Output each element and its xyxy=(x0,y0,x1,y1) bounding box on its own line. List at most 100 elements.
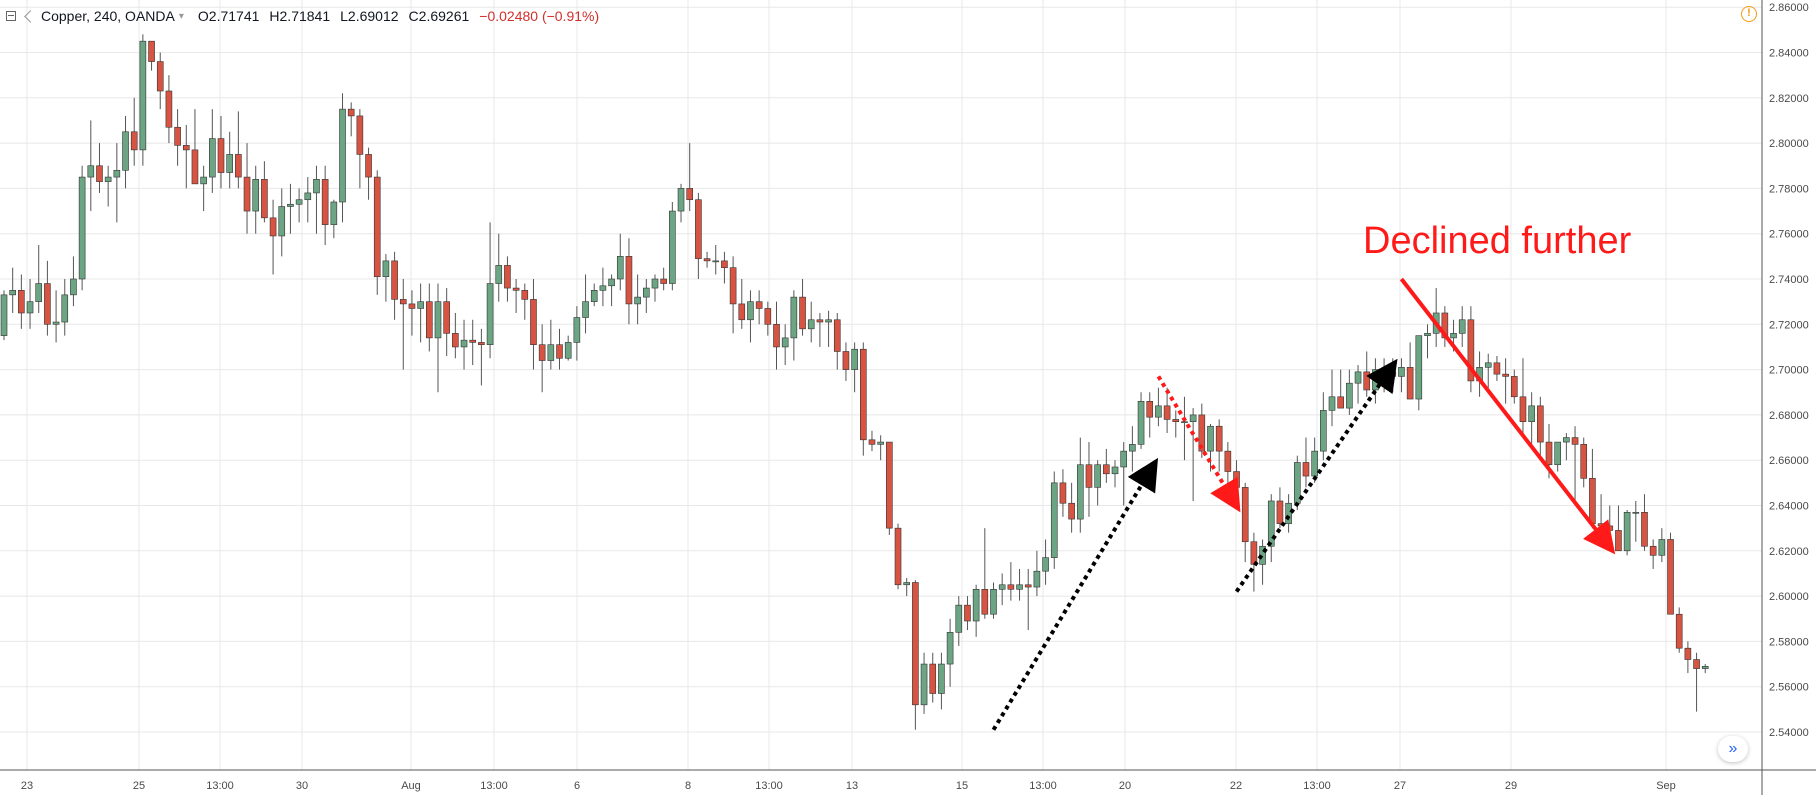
candle-down xyxy=(1198,414,1206,452)
chevron-icon[interactable] xyxy=(24,9,37,23)
candle-down xyxy=(1649,545,1657,556)
candle-up xyxy=(1701,666,1709,669)
candle-up xyxy=(851,348,858,370)
candle-up xyxy=(122,131,129,171)
candle-up xyxy=(252,179,260,212)
y-tick-label: 2.60000 xyxy=(1769,591,1809,603)
x-tick-label: 25 xyxy=(133,780,145,792)
candle-down xyxy=(738,303,746,321)
candle-down xyxy=(1250,541,1258,565)
x-tick-label: 20 xyxy=(1119,780,1131,792)
exclamation-circle-icon[interactable]: ! xyxy=(1741,6,1757,22)
ohlc-close: C2.69261 xyxy=(409,8,470,24)
candle-down xyxy=(764,308,772,325)
candle-down xyxy=(1172,419,1180,422)
candle-down xyxy=(1571,437,1579,445)
candle-down xyxy=(1337,396,1344,409)
x-tick-label: 13 xyxy=(846,780,858,792)
x-tick-label: 27 xyxy=(1394,780,1406,792)
candle-down xyxy=(1675,613,1683,649)
candle-up xyxy=(1415,335,1423,400)
candle-up xyxy=(87,165,95,178)
candle-up xyxy=(1354,371,1362,384)
candle-down xyxy=(860,348,867,441)
candle-up xyxy=(113,169,121,178)
candle-down xyxy=(182,145,190,151)
candle-up xyxy=(287,203,294,207)
candle-up xyxy=(643,287,650,298)
candle-down xyxy=(156,61,164,92)
candle-up xyxy=(1285,502,1292,524)
annotation-arrow xyxy=(991,457,1159,731)
candle-down xyxy=(1224,450,1232,472)
candle-down xyxy=(1545,441,1553,466)
candle-down xyxy=(165,90,173,128)
candle-up xyxy=(1137,401,1145,445)
candle-down xyxy=(816,319,824,323)
candle-up xyxy=(1484,362,1492,368)
candle-up xyxy=(938,663,945,694)
candle-up xyxy=(669,210,676,284)
candle-up xyxy=(747,301,754,321)
candle-up xyxy=(1120,450,1127,468)
y-tick-label: 2.80000 xyxy=(1769,138,1809,150)
annotation-arrow xyxy=(1234,358,1398,593)
candle-down xyxy=(530,299,537,345)
x-tick-label: 13:00 xyxy=(480,780,508,792)
candle-up xyxy=(434,301,442,339)
x-tick-label: 13:00 xyxy=(206,780,234,792)
low-value: 2.69012 xyxy=(347,8,399,24)
candle-up xyxy=(712,260,720,263)
open-label: O xyxy=(197,8,209,24)
candle-up xyxy=(1450,333,1457,339)
close-value: 2.69261 xyxy=(418,8,470,24)
candle-down xyxy=(148,40,155,62)
symbol-label[interactable]: Copper, 240, OANDA xyxy=(41,8,175,24)
candle-up xyxy=(1554,441,1561,466)
y-tick-label: 2.76000 xyxy=(1769,229,1809,241)
annotation-arrow xyxy=(1399,277,1616,555)
candle-up xyxy=(1267,500,1275,547)
x-tick-label: 6 xyxy=(574,780,580,792)
candle-up xyxy=(825,319,832,323)
candle-down xyxy=(391,260,398,300)
change-value: −0.02480 (−0.91%) xyxy=(479,8,600,24)
candle-up xyxy=(495,265,503,284)
candle-down xyxy=(408,303,416,309)
candle-up xyxy=(304,192,312,201)
x-tick-label: 8 xyxy=(685,780,691,792)
candle-down xyxy=(44,283,51,325)
y-tick-label: 2.68000 xyxy=(1769,410,1809,422)
candle-down xyxy=(1510,376,1518,398)
candle-up xyxy=(807,319,815,330)
candle-down xyxy=(18,290,25,314)
candle-up xyxy=(920,663,928,706)
y-tick-label: 2.84000 xyxy=(1769,48,1809,60)
candle-down xyxy=(1597,523,1605,527)
minus-square-icon[interactable] xyxy=(6,11,16,21)
y-tick-label: 2.78000 xyxy=(1769,183,1809,195)
candle-up xyxy=(1632,511,1640,514)
candle-up xyxy=(990,589,997,615)
candle-down xyxy=(1276,500,1284,524)
candle-down xyxy=(964,604,971,622)
candle-down xyxy=(842,351,850,370)
x-tick-label: Sep xyxy=(1656,780,1676,792)
double-chevron-right-icon[interactable]: » xyxy=(1718,736,1748,762)
candle-down xyxy=(929,663,937,694)
candle-down xyxy=(833,319,841,352)
candle-down xyxy=(521,290,529,300)
y-tick-label: 2.86000 xyxy=(1769,2,1809,14)
candle-down xyxy=(1068,502,1075,520)
candle-down xyxy=(1363,371,1371,391)
low-label: L xyxy=(340,8,348,24)
candle-up xyxy=(877,441,884,445)
candle-up xyxy=(634,296,641,305)
candle-down xyxy=(799,296,806,330)
candle-down xyxy=(1241,487,1249,543)
candle-down xyxy=(443,301,450,334)
x-tick-label: 15 xyxy=(956,780,968,792)
candle-up xyxy=(1528,405,1535,422)
caret-down-icon[interactable]: ▾ xyxy=(178,10,184,22)
